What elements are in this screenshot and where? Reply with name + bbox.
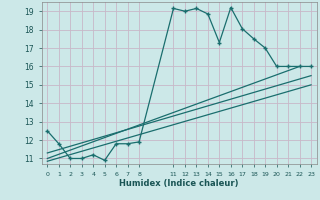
X-axis label: Humidex (Indice chaleur): Humidex (Indice chaleur) <box>119 179 239 188</box>
